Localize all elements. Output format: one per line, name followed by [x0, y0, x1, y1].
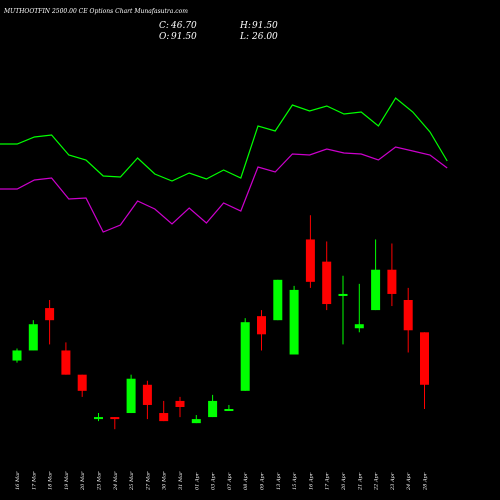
high-value: 91.50	[252, 21, 278, 31]
candle-body	[61, 350, 71, 375]
candle-body	[110, 417, 120, 420]
candle-body	[126, 378, 136, 414]
candle-body	[191, 419, 201, 424]
x-tick-label: 20 Mar	[80, 471, 86, 491]
x-tick-label: 31 Mar	[178, 471, 184, 490]
candle-body	[45, 308, 55, 321]
candle-body	[208, 400, 218, 418]
candle-body	[28, 324, 38, 351]
candle-body	[322, 261, 332, 305]
candle-body	[387, 269, 397, 294]
candle-body	[403, 300, 413, 331]
x-tick-label: 20 Apr	[341, 472, 347, 491]
close-value: 46.70	[170, 21, 197, 31]
candle-body	[338, 293, 348, 296]
candle-body	[289, 289, 299, 355]
x-tick-label: 09 Apr	[260, 472, 266, 490]
x-tick-label: 25 Mar	[129, 471, 135, 491]
x-tick-label: 18 Mar	[48, 471, 54, 490]
x-tick-label: 07 Apr	[227, 472, 233, 490]
low-value: 26.00	[251, 32, 278, 42]
x-tick-label: 21 Apr	[357, 472, 363, 491]
upper-band-line	[0, 97, 448, 182]
close-label: C:	[159, 21, 169, 31]
x-tick-label: 16 Mar	[15, 471, 21, 490]
candle-body	[175, 400, 185, 407]
x-tick-label: 13 Apr	[276, 472, 282, 490]
candle-body	[240, 322, 250, 391]
candle-body	[77, 374, 87, 391]
candle-body	[257, 316, 266, 335]
x-tick-label: 03 Apr	[211, 472, 217, 490]
candle-body	[273, 279, 283, 321]
x-tick-label: 08 Apr	[243, 472, 249, 490]
x-tick-label: 19 Mar	[64, 471, 70, 490]
low-label: L:	[239, 32, 249, 42]
candle-body	[159, 413, 169, 422]
high-label: H:	[239, 21, 251, 31]
x-tick-label: 23 Apr	[390, 472, 396, 491]
candle-body	[354, 324, 364, 329]
x-tick-label: 28 Apr	[423, 472, 429, 491]
x-axis-tick-labels: 16 Mar 17 Mar 18 Mar 19 Mar 20 Mar 23 Mar 24 M…	[15, 471, 429, 491]
lower-band-line	[0, 146, 448, 233]
x-tick-label: 22 Apr	[374, 472, 380, 491]
x-tick-label: 27 Mar	[145, 471, 151, 491]
open-label: O:	[159, 32, 169, 42]
x-tick-label: 17 Apr	[325, 472, 331, 490]
x-tick-label: 01 Apr	[194, 472, 200, 490]
candles	[12, 215, 429, 430]
candle-body	[224, 409, 234, 412]
x-tick-label: 23 Mar	[97, 471, 103, 491]
x-tick-label: 17 Mar	[31, 471, 37, 490]
candle-body	[94, 417, 103, 420]
candle-body	[305, 239, 315, 282]
open-value: 91.50	[171, 32, 197, 42]
x-tick-label: 24 Mar	[113, 471, 119, 491]
candle-body	[371, 269, 381, 311]
candle-body	[12, 350, 22, 361]
candle-body	[420, 332, 429, 385]
candle-body	[142, 384, 152, 405]
x-tick-label: 24 Apr	[406, 472, 412, 491]
x-tick-label: 16 Apr	[308, 472, 314, 490]
chart-title: MUTHOOTFIN 2500.00 CE Options Chart Muna…	[3, 8, 188, 15]
x-tick-label: 15 Apr	[292, 472, 298, 490]
x-tick-label: 30 Mar	[162, 471, 168, 490]
